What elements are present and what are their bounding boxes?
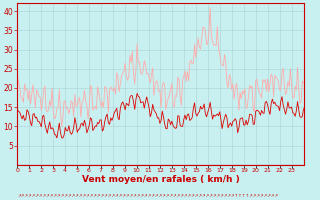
X-axis label: Vent moyen/en rafales ( km/h ): Vent moyen/en rafales ( km/h ) (82, 175, 239, 184)
Text: ↗↗↗↗↗↗↗↗↗↗↗↗↗↗↗↗↗↗↗↗↗↗↗↗↗↗↗↗↗↗↗↗↗↗↗↗↗↗↗↗↗↗↗↗↗↗↗↗↗↗↗↗↗↗↗↗↗↗↗↗↑↑↑↑↗↗↗↗↗↗↗↗: ↗↗↗↗↗↗↗↗↗↗↗↗↗↗↗↗↗↗↗↗↗↗↗↗↗↗↗↗↗↗↗↗↗↗↗↗↗↗↗↗… (17, 194, 278, 198)
